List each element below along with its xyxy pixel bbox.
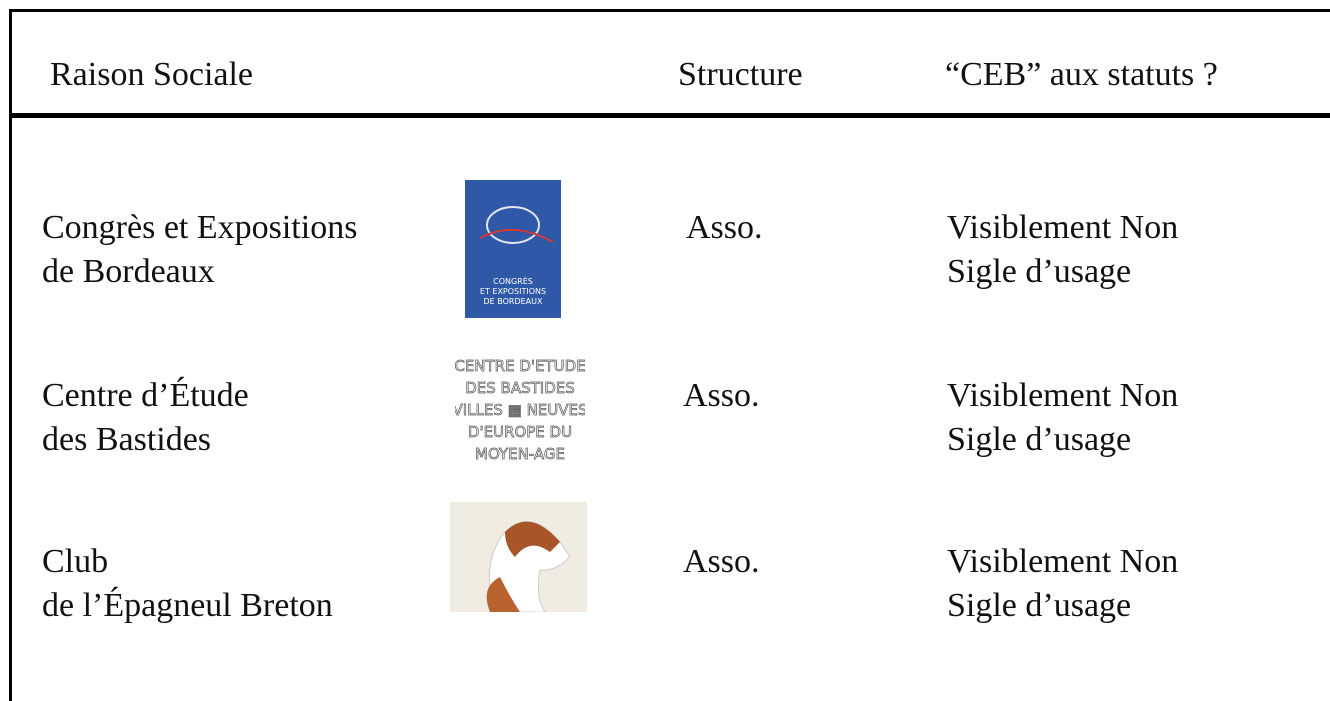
logo-text: DE BORDEAUX <box>484 297 544 306</box>
cell-text: Congrès et Expositions <box>42 209 358 246</box>
cell-text: Asso. <box>686 209 763 246</box>
cell-text: Sigle d’usage <box>947 421 1132 458</box>
logo: CENTRE D'ETUDE DES BASTIDES VILLES ▦ NEUVE… <box>455 357 585 464</box>
left-border <box>9 9 12 701</box>
cell-text: Sigle d’usage <box>947 253 1132 290</box>
cell-text: Visiblement Non <box>947 543 1179 580</box>
cell-text: de Bordeaux <box>42 253 215 290</box>
logo-text: D'EUROPE DU <box>468 423 572 441</box>
header-cell: Raison Sociale <box>50 56 254 93</box>
logo-text: VILLES ▦ NEUVES <box>455 401 585 419</box>
cell-text: Visiblement Non <box>947 209 1179 246</box>
cell-text: Club <box>42 543 109 580</box>
logo-text: ET EXPOSITIONS <box>480 287 546 296</box>
logo <box>450 502 587 612</box>
header-cell: Structure <box>678 56 803 93</box>
cell-text: Sigle d’usage <box>947 587 1132 624</box>
cell-text: Asso. <box>683 377 760 414</box>
header-cell: “CEB” aux statuts ? <box>945 56 1218 93</box>
top-border <box>9 9 1330 12</box>
header-rule <box>9 113 1330 118</box>
logo: CONGRÈS ET EXPOSITIONS DE BORDEAUX <box>465 180 561 318</box>
cell-text: Visiblement Non <box>947 377 1179 414</box>
cell-text: Asso. <box>683 543 760 580</box>
logo-text: CENTRE D'ETUDE <box>455 357 585 375</box>
cell-text: Centre d’Étude <box>42 377 249 414</box>
cell-text: de l’Épagneul Breton <box>42 587 333 624</box>
logo-text: DES BASTIDES <box>465 379 575 397</box>
logo-text: MOYEN-AGE <box>475 445 565 463</box>
logo-text: CONGRÈS <box>493 275 533 286</box>
cell-text: des Bastides <box>42 421 212 458</box>
